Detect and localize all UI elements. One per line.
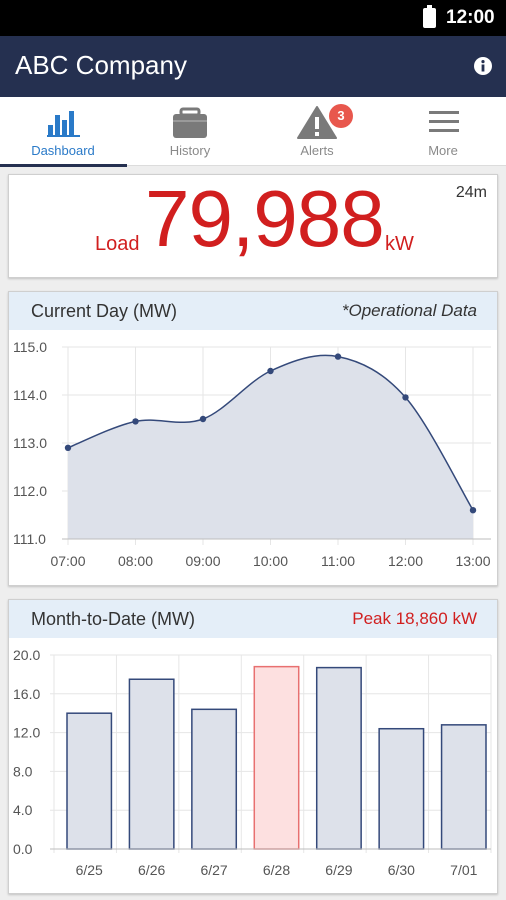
x-tick-label: 6/25: [76, 862, 103, 878]
load-card: Load 79,988 kW 24m: [8, 174, 498, 278]
data-point: [267, 367, 274, 375]
tab-history[interactable]: History: [127, 97, 253, 166]
y-tick-label: 112.0: [13, 483, 47, 499]
x-tick-label: 08:00: [118, 553, 153, 569]
current-day-header: Current Day (MW) *Operational Data: [9, 292, 497, 330]
x-tick-label: 6/27: [200, 862, 227, 878]
y-tick-label: 111.0: [13, 531, 46, 547]
y-tick-label: 20.0: [13, 647, 40, 663]
peak-label: Peak 18,860 kW: [352, 609, 477, 628]
data-point: [132, 418, 139, 425]
y-tick-label: 12.0: [13, 725, 40, 741]
operational-note: *Operational Data: [341, 301, 477, 320]
app-title: ABC Company: [15, 50, 187, 80]
active-tab-indicator: [0, 164, 127, 167]
y-tick-label: 113.0: [13, 435, 47, 451]
tab-alerts-label: Alerts: [300, 143, 334, 158]
bar: [128, 678, 175, 850]
x-tick-label: 7/01: [450, 862, 477, 878]
briefcase-icon: [173, 107, 207, 138]
status-time: 12:00: [446, 7, 495, 28]
info-icon[interactable]: [473, 56, 493, 76]
current-day-title: Current Day (MW): [31, 301, 178, 321]
data-point: [334, 353, 342, 360]
current-day-card: 115.0 114.0 113.0 112.0 111.0 07:00 08:00 09:00…: [8, 291, 498, 586]
load-age: 24m: [455, 184, 487, 201]
x-tick-label: 09:00: [185, 553, 220, 569]
load-unit: kW: [385, 233, 414, 255]
status-bar: 12:00: [0, 0, 506, 36]
y-tick-label: 4.0: [13, 802, 33, 818]
bar: [253, 665, 300, 850]
month-to-date-header: Month-to-Date (MW) Peak 18,860 kW: [9, 600, 497, 638]
x-tick-label: 6/26: [138, 862, 165, 878]
x-tick-label: 6/30: [388, 862, 415, 878]
bar: [66, 712, 113, 850]
x-tick-label: 11:00: [321, 553, 355, 569]
tab-alerts[interactable]: Alerts: [254, 97, 380, 166]
x-tick-label: 13:00: [455, 553, 490, 569]
y-tick-label: 8.0: [13, 763, 33, 779]
load-value: 79,988: [145, 174, 385, 263]
warning-icon: [297, 106, 337, 139]
month-to-date-chart: 20.0 16.0 12.0 8.0 4.0 0.0 6/25 6/26 6/27 6/28 6/2…: [13, 647, 492, 878]
tab-more-label: More: [428, 143, 458, 158]
tab-dashboard[interactable]: Dashboard: [0, 97, 127, 167]
data-point: [402, 394, 409, 401]
load-label: Load: [95, 233, 140, 255]
y-tick-label: 114.0: [13, 387, 47, 403]
x-tick-label: 6/29: [325, 862, 352, 878]
x-tick-label: 6/28: [263, 862, 290, 878]
x-tick-label: 12:00: [388, 553, 423, 569]
data-point: [469, 507, 477, 514]
month-to-date-title: Month-to-Date (MW): [31, 609, 196, 629]
bar-chart-icon: [47, 111, 80, 137]
tab-history-label: History: [169, 143, 211, 158]
app-bar: ABC Company: [0, 36, 506, 97]
bar: [378, 727, 425, 850]
tab-bar: Dashboard History Alerts More: [0, 97, 506, 167]
bar: [191, 708, 238, 850]
data-point: [199, 415, 207, 423]
month-to-date-card: 20.0 16.0 12.0 8.0 4.0 0.0 6/25 6/26 6/27 6/28 6/2…: [8, 599, 498, 894]
bar: [440, 724, 487, 850]
area-fill: [68, 355, 473, 539]
menu-icon: [429, 111, 459, 132]
data-point: [64, 444, 72, 451]
x-tick-label: 07:00: [50, 553, 85, 569]
tab-more[interactable]: More: [380, 97, 506, 166]
y-tick-label: 115.0: [13, 339, 47, 355]
tab-dashboard-label: Dashboard: [31, 143, 95, 158]
current-day-chart: 115.0 114.0 113.0 112.0 111.007:00 08:00 09:00…: [13, 339, 491, 569]
alerts-badge: 3: [329, 104, 353, 128]
y-tick-label: 0.0: [13, 841, 33, 857]
bar: [315, 666, 362, 850]
y-tick-label: 16.0: [13, 686, 40, 702]
battery-icon: [423, 5, 436, 28]
x-tick-label: 10:00: [253, 553, 288, 569]
